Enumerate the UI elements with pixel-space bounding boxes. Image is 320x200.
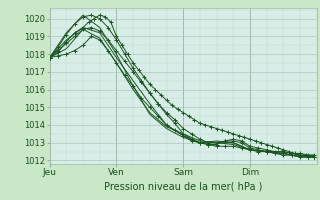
X-axis label: Pression niveau de la mer( hPa ): Pression niveau de la mer( hPa ) (104, 181, 262, 191)
